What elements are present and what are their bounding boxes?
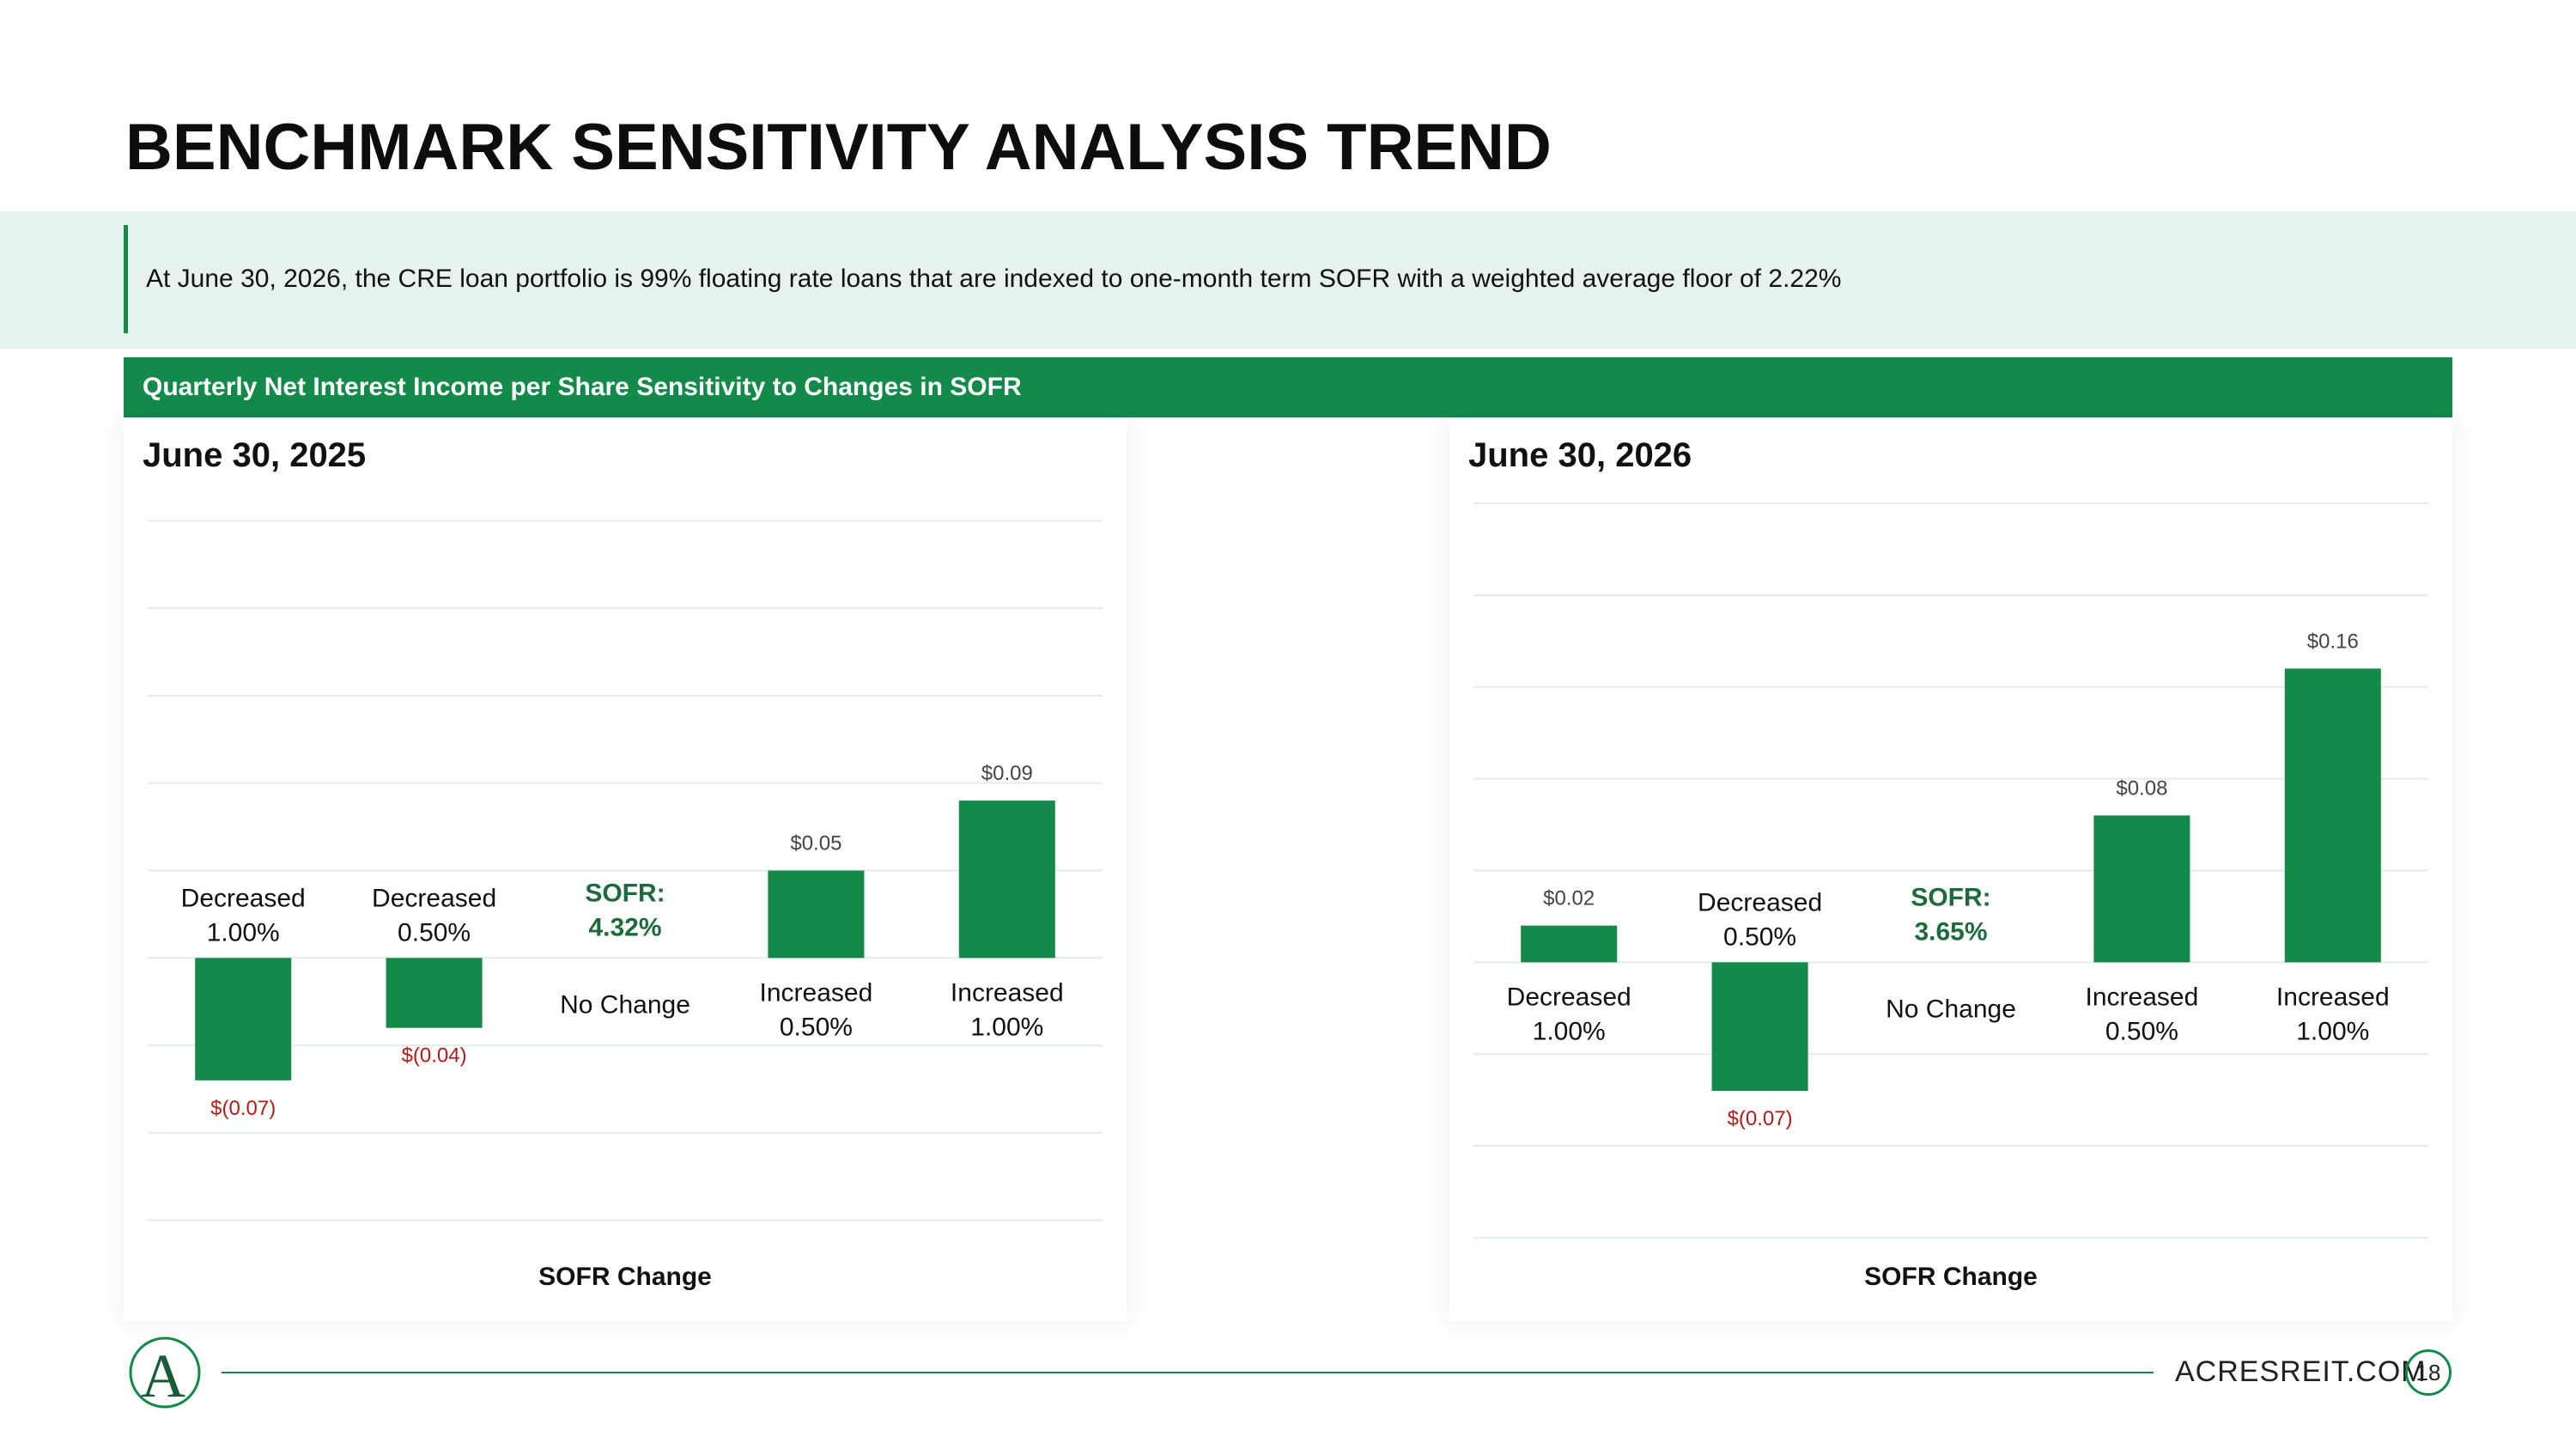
category-label: No Change bbox=[1886, 995, 2016, 1023]
footer-website[interactable]: ACRESREIT.COM bbox=[2175, 1355, 2427, 1388]
bar-chart-2026: $0.02 Decreased 1.00% $(0.07) Decreased 0.50%… bbox=[1473, 502, 2428, 1291]
bar bbox=[958, 801, 1055, 959]
data-label: $(0.04) bbox=[402, 1044, 467, 1068]
chart-title: June 30, 2026 bbox=[1468, 436, 1692, 474]
callout-accent-bar bbox=[124, 225, 128, 333]
faded-background-text bbox=[1142, 627, 1451, 773]
data-label: $0.16 bbox=[2307, 630, 2359, 653]
data-label: $(0.07) bbox=[210, 1097, 276, 1120]
baseline-note: SOFR: 3.65% bbox=[1911, 883, 1990, 946]
bar bbox=[2093, 815, 2190, 963]
page-number-badge: 18 bbox=[2405, 1349, 2451, 1396]
chart-panel-2026: June 30, 2026 $0.02 Decreased 1.00% $(0.07)… bbox=[1449, 417, 2452, 1321]
category-label: Decreased 1.00% bbox=[181, 884, 306, 947]
callout-text: At June 30, 2026, the CRE loan portfolio… bbox=[146, 265, 1842, 293]
data-label: $0.08 bbox=[2116, 776, 2167, 800]
bar bbox=[1521, 925, 1618, 963]
data-label: $0.05 bbox=[790, 832, 841, 855]
bar-chart-2025: $(0.07) Decreased 1.00% $(0.04) Decreased 0.5… bbox=[148, 520, 1103, 1291]
category-label: Decreased 0.50% bbox=[372, 884, 496, 947]
x-axis-label: SOFR Change bbox=[538, 1263, 712, 1291]
category-label: Decreased 1.00% bbox=[1507, 983, 1631, 1045]
svg-text:A: A bbox=[141, 1342, 185, 1410]
bar bbox=[2284, 668, 2381, 963]
category-label: Increased 0.50% bbox=[2086, 983, 2199, 1045]
chart-section-banner: Quarterly Net Interest Income per Share … bbox=[124, 357, 2452, 417]
bar bbox=[195, 958, 292, 1081]
footer-rule bbox=[222, 1372, 2154, 1373]
category-label: Increased 0.50% bbox=[760, 978, 873, 1041]
chart-panel-2025: June 30, 2025 $(0.07) Decreased 1.00% $(0.0… bbox=[124, 417, 1127, 1321]
chart-title: June 30, 2025 bbox=[143, 436, 367, 474]
category-label: No Change bbox=[560, 990, 690, 1019]
category-label: Increased 1.00% bbox=[951, 978, 1064, 1041]
data-label: $(0.07) bbox=[1728, 1107, 1793, 1130]
x-axis-label: SOFR Change bbox=[1864, 1263, 2038, 1291]
bar bbox=[1711, 962, 1808, 1091]
acres-logo-icon: A bbox=[129, 1336, 201, 1410]
bar bbox=[386, 958, 483, 1028]
data-label: $0.02 bbox=[1543, 887, 1595, 910]
page-title: BENCHMARK SENSITIVITY ANALYSIS TREND bbox=[125, 111, 1552, 184]
callout-band bbox=[0, 211, 2576, 349]
category-label: Increased 1.00% bbox=[2276, 983, 2390, 1045]
bar bbox=[768, 870, 865, 959]
data-label: $0.09 bbox=[981, 762, 1033, 785]
category-label: Decreased 0.50% bbox=[1698, 888, 1822, 951]
baseline-note: SOFR: 4.32% bbox=[585, 879, 665, 941]
